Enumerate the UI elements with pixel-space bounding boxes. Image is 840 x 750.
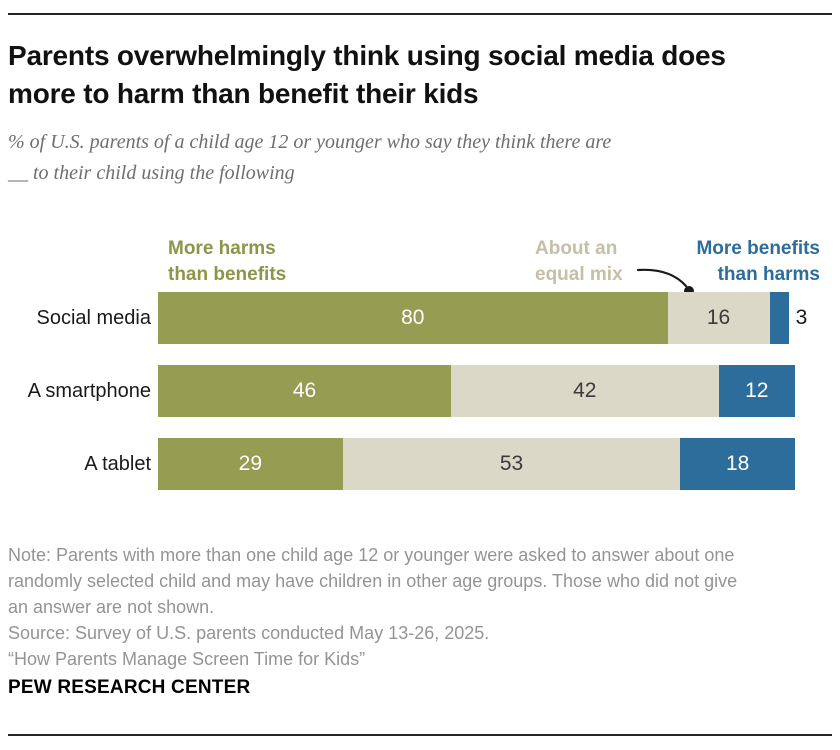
bar-segment-benefits: 18	[680, 438, 795, 490]
chart-row: A tablet 29 53 18	[8, 438, 832, 490]
legend-more-harms-line-2: than benefits	[168, 264, 287, 285]
top-divider	[8, 13, 832, 15]
chart-rows: Social media 80 16 3 A smartphone 46 42 12 A tab…	[8, 292, 832, 511]
bar-segment-harms: 46	[158, 365, 452, 417]
stacked-bar: 80 16 3	[158, 292, 807, 344]
chart-subtitle: % of U.S. parents of a child age 12 or y…	[8, 127, 832, 189]
title-line-2: more to harm than benefit their kids	[8, 78, 479, 109]
category-label: A tablet	[84, 452, 151, 475]
note-line-2: randomly selected child and may have chi…	[8, 571, 738, 591]
bar-value-outside: 3	[795, 306, 808, 329]
legend-more-harms: More harms than benefits	[168, 236, 286, 288]
report-title-line: “How Parents Manage Screen Time for Kids…	[8, 649, 366, 669]
legend-more-benefits: More benefits than harms	[696, 236, 820, 288]
subtitle-line-1: % of U.S. parents of a child age 12 or y…	[8, 131, 612, 153]
note-line-3: an answer are not shown.	[8, 597, 215, 617]
chart-row: Social media 80 16 3	[8, 292, 832, 344]
stacked-bar: 46 42 12	[158, 365, 795, 417]
legend-more-harms-line-1: More harms	[168, 238, 276, 259]
bar-segment-equal: 16	[667, 292, 770, 344]
legend-equal-mix-line-1: About an	[535, 238, 618, 259]
bar-segment-harms: 80	[158, 292, 668, 344]
bar-segment-equal: 53	[342, 438, 681, 490]
category-label: A smartphone	[27, 379, 151, 402]
legend-equal-mix-line-2: equal mix	[535, 264, 623, 285]
chart-row: A smartphone 46 42 12	[8, 365, 832, 417]
source-line: Source: Survey of U.S. parents conducted…	[8, 623, 490, 643]
bar-segment-harms: 29	[158, 438, 343, 490]
stacked-bar: 29 53 18	[158, 438, 795, 490]
bar-segment-equal: 42	[451, 365, 719, 417]
footnotes: Note: Parents with more than one child a…	[8, 542, 836, 672]
pew-research-center-logo: PEW RESEARCH CENTER	[8, 677, 251, 698]
legend-more-benefits-line-1: More benefits	[696, 238, 820, 259]
bar-segment-benefits	[769, 292, 789, 344]
title-line-1: Parents overwhelmingly think using socia…	[8, 40, 726, 71]
legend-equal-mix: About an equal mix	[535, 236, 623, 288]
bar-segment-benefits: 12	[718, 365, 795, 417]
page-title: Parents overwhelmingly think using socia…	[8, 37, 832, 113]
note-line-1: Note: Parents with more than one child a…	[8, 545, 735, 565]
bottom-divider	[8, 734, 832, 736]
category-label: Social media	[36, 306, 151, 329]
legend-more-benefits-line-2: than harms	[717, 264, 820, 285]
subtitle-line-2: __ to their child using the following	[8, 162, 295, 184]
